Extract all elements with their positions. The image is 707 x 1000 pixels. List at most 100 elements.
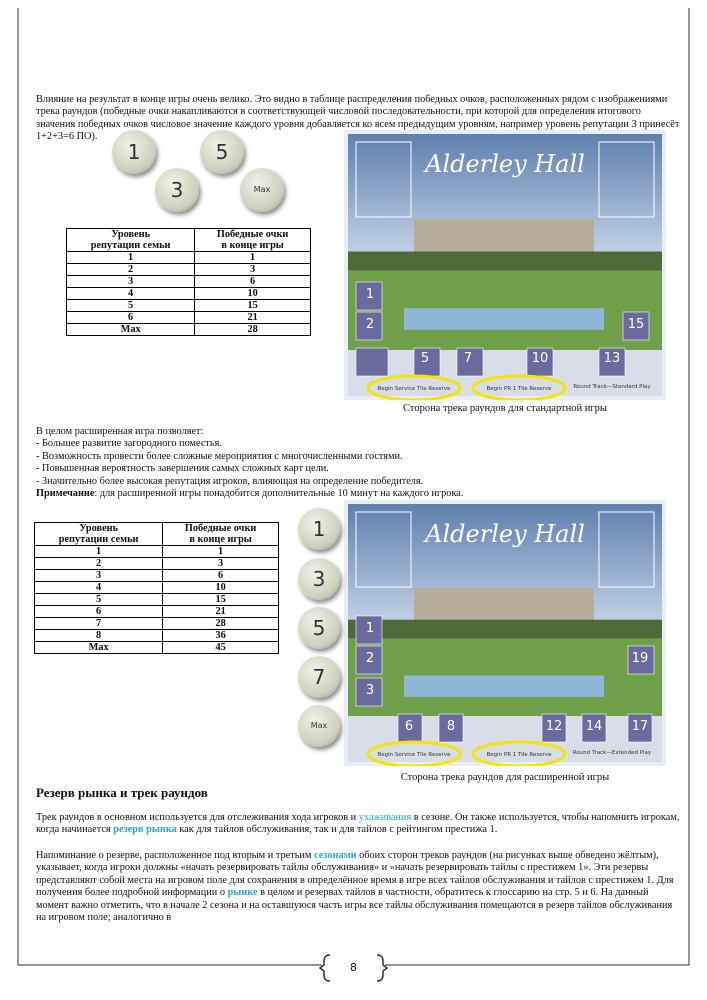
cell: 3 (194, 263, 311, 276)
row: Max 45 (33, 641, 279, 654)
row: Max 28 (65, 323, 311, 336)
text: Трек раундов в основном используется для… (36, 812, 359, 823)
row: 7 28 (33, 617, 279, 630)
list-intro: В целом расширенная игра позволяет: (36, 426, 204, 437)
tile-number: 13 (604, 351, 621, 366)
cell: 6 (65, 311, 196, 324)
token: 3 (298, 558, 340, 600)
caption: Сторона трека раундов для расширенной иг… (400, 772, 610, 783)
cell: 15 (194, 299, 311, 312)
list-item: - Значительно более высокая репутация иг… (36, 475, 424, 487)
cell: 36 (162, 629, 279, 642)
tile-number: 10 (532, 351, 549, 366)
track-tile (355, 645, 383, 675)
panel (355, 141, 412, 218)
cell: 6 (162, 569, 279, 582)
cell: 3 (162, 557, 279, 570)
track-tile (627, 645, 655, 675)
tile-number: 6 (405, 719, 413, 734)
cell: 10 (194, 287, 311, 300)
note: Примечание: для расширенной игры понадоб… (36, 488, 681, 500)
token: Max (298, 705, 340, 747)
track-tile (355, 615, 383, 645)
paragraph: Напоминание о резерве, расположенное под… (36, 850, 681, 924)
vp-table-extended: Уровень репутации семьи Победные очки в кон… (33, 522, 279, 654)
section-heading: Резерв рынка и трек раундов (36, 785, 208, 800)
track-tile (598, 347, 626, 377)
cell: 1 (194, 251, 311, 264)
track-tile (413, 347, 441, 377)
tile-number: 12 (546, 719, 563, 734)
row: 5 15 (65, 299, 311, 312)
token: 5 (200, 130, 244, 174)
list-item: - Большее развитие загородного поместья. (36, 438, 222, 450)
tile-number: 15 (628, 317, 645, 332)
feature-list: В целом расширенная игра позволяет: - Бо… (36, 426, 681, 500)
board-label: Begin PR 1 Tile Reserve (486, 386, 552, 392)
row: 6 21 (65, 311, 311, 324)
tile-number: 5 (421, 351, 429, 366)
reserve-highlight (366, 740, 462, 766)
header-cell: Уровень репутации семьи (65, 228, 196, 252)
text: в целом и резервах тайлов в частности, о… (36, 887, 673, 924)
list-item: - Повышенная вероятность завершения самы… (36, 463, 329, 475)
header-cell: Победные очки в конце игры (162, 522, 279, 546)
track-tile (456, 347, 484, 377)
cell: 21 (162, 605, 279, 618)
header-line: в конце игры (189, 534, 252, 545)
tile-number: 17 (632, 719, 649, 734)
text: в сезоне. Он также используется, чтобы н… (36, 812, 680, 836)
pond (404, 308, 604, 330)
cell: 3 (65, 275, 196, 288)
row: 4 10 (33, 581, 279, 594)
track-tile (541, 713, 567, 743)
track-tile (622, 311, 650, 341)
cell: 7 (33, 617, 164, 630)
cell: 10 (162, 581, 279, 594)
header-line: Уровень (79, 523, 119, 534)
cell: 8 (33, 629, 164, 642)
token: Max (240, 168, 284, 212)
header-line: репутации семьи (58, 534, 139, 545)
intro-paragraph: Влияние на результат в конце игры очень … (36, 94, 680, 143)
cell: 45 (162, 641, 279, 654)
cell: 6 (33, 605, 164, 618)
page-number: 8 (350, 961, 357, 974)
header-row: Уровень репутации семьи Победные очки в кон… (65, 228, 311, 252)
panel (598, 511, 655, 588)
token: 7 (298, 656, 340, 698)
header-cell: Уровень репутации семьи (33, 522, 164, 546)
track-tile (355, 677, 383, 707)
tile-number: 14 (586, 719, 603, 734)
cell: 2 (65, 263, 196, 276)
cell: 1 (65, 251, 196, 264)
highlight: сезонами (314, 850, 357, 861)
board-title: Alderley Hall (423, 150, 585, 178)
board-title: Alderley Hall (423, 520, 585, 548)
reserve-highlight (471, 374, 567, 400)
board-label: Begin PR 1 Tile Reserve (486, 752, 552, 758)
cell: 28 (162, 617, 279, 630)
cell: 28 (194, 323, 311, 336)
cell: 5 (33, 593, 164, 606)
cell: 6 (194, 275, 311, 288)
header-row: Уровень репутации семьи Победные очки в кон… (33, 522, 279, 546)
board-label: Round Track—Standard Play (573, 384, 651, 390)
cell: 1 (162, 545, 279, 558)
track-tile (581, 713, 607, 743)
cell: 1 (33, 545, 164, 558)
track-tile (355, 347, 389, 377)
cell: 21 (194, 311, 311, 324)
token: 5 (298, 607, 340, 649)
tile-number: 1 (366, 621, 374, 636)
header-line: Победные очки (216, 229, 289, 240)
cell: 3 (33, 569, 164, 582)
highlight: рынке (227, 887, 258, 899)
header-line: в конце игры (221, 240, 284, 251)
cell: 5 (65, 299, 196, 312)
header-line: Победные очки (184, 523, 257, 534)
